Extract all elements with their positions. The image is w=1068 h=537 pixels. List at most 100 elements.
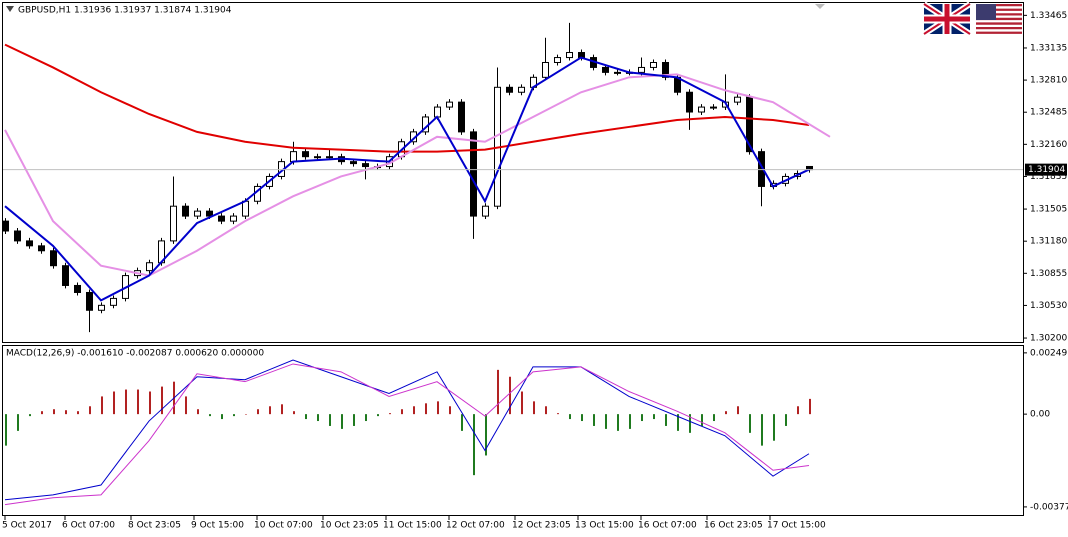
candle-body [458, 101, 465, 133]
candle-body [518, 86, 525, 93]
histogram-bar [461, 414, 463, 431]
histogram-bar [533, 401, 535, 415]
histogram-bar [581, 414, 583, 422]
x-tick-label: 17 Oct 15:00 [767, 521, 826, 531]
price-pane [2, 2, 1024, 343]
histogram-bar [17, 414, 19, 431]
x-tick-label: 16 Oct 07:00 [638, 521, 697, 531]
histogram-bar [785, 414, 787, 426]
y-tick-label: 1.31835 [1030, 172, 1067, 182]
histogram-bar [509, 376, 511, 415]
x-tick-label: 6 Oct 07:00 [62, 521, 115, 531]
y-tick-label: 1.32485 [1030, 108, 1067, 118]
histogram-bar [737, 406, 739, 415]
candle-body [110, 297, 117, 306]
histogram-bar [473, 414, 475, 476]
candle-body [638, 66, 645, 73]
candle-body [242, 200, 249, 217]
histogram-bar [617, 414, 619, 431]
y-tick-label: 1.30200 [1030, 334, 1067, 344]
histogram-bar [281, 404, 283, 415]
histogram-bar [65, 410, 67, 415]
candle-body [194, 210, 201, 217]
candle-body [614, 71, 621, 74]
histogram-bar [569, 414, 571, 420]
histogram-bar [701, 414, 703, 426]
candle-body [38, 245, 45, 252]
us-flag [976, 4, 1022, 34]
candle-body [50, 250, 57, 267]
histogram-bar [389, 413, 391, 415]
histogram-bar [365, 414, 367, 422]
candle-body [74, 284, 81, 293]
histogram-bar [209, 414, 211, 417]
histogram-bar [293, 411, 295, 415]
histogram-bar [197, 409, 199, 415]
histogram-bar [593, 414, 595, 426]
candle-body [302, 151, 309, 158]
x-tick-label: 5 Oct 2017 [2, 521, 52, 531]
x-tick-label: 10 Oct 23:05 [320, 521, 379, 531]
histogram-bar [665, 414, 667, 426]
candle-body [734, 96, 741, 103]
candle-body [446, 101, 453, 108]
last-price-box [1025, 163, 1067, 176]
indicator-line [4, 73, 831, 277]
shift-marker [815, 4, 825, 9]
histogram-bar [449, 406, 451, 415]
x-tick-label: 8 Oct 23:05 [128, 521, 181, 531]
histogram-bar [629, 414, 631, 429]
symbol-icon [6, 6, 14, 12]
histogram-bar [329, 414, 331, 426]
histogram-bar [521, 391, 523, 415]
histogram-bar [341, 414, 343, 429]
candle-body [542, 61, 549, 78]
y-tick-label: 1.31180 [1030, 237, 1067, 247]
candle-body [758, 151, 765, 187]
x-tick-label: 13 Oct 15:00 [575, 521, 634, 531]
histogram-bar [113, 391, 115, 415]
y-tick-label: 1.31505 [1030, 205, 1067, 215]
candle-body [602, 66, 609, 73]
histogram-bar [245, 414, 247, 415]
indicator-line [4, 363, 810, 506]
histogram-bar [425, 403, 427, 415]
candle-body [26, 240, 33, 247]
histogram-bar [185, 396, 187, 415]
y-tick-label: -0.003771 [1030, 502, 1068, 512]
candle-body [14, 230, 21, 242]
y-tick-label: 1.33465 [1030, 11, 1067, 21]
candle-body [686, 91, 693, 113]
histogram-bar [605, 414, 607, 429]
x-tick-label: 10 Oct 07:00 [254, 521, 313, 531]
candle-body [662, 61, 669, 78]
y-tick-label: 1.33135 [1030, 43, 1067, 53]
candle-body [350, 161, 357, 165]
histogram-bar [377, 414, 379, 417]
y-tick-label: 1.32160 [1030, 140, 1067, 150]
candle-body [710, 106, 717, 109]
y-tick-label: 1.30855 [1030, 269, 1067, 279]
histogram-bar [353, 414, 355, 426]
y-tick-label: 0.00 [1030, 410, 1050, 420]
histogram-bar [77, 411, 79, 415]
y-tick-label: 0.002491 [1030, 348, 1068, 358]
candle-body [314, 156, 321, 159]
candle-body [230, 215, 237, 222]
histogram-bar [413, 406, 415, 415]
histogram-bar [797, 406, 799, 415]
histogram-bar [641, 414, 643, 422]
histogram-bar [137, 389, 139, 415]
candle-body [566, 52, 573, 59]
candle-body [62, 265, 69, 286]
histogram-bar [41, 411, 43, 415]
uk-flag [922, 1, 972, 37]
candle-body [506, 86, 513, 93]
histogram-bar [773, 414, 775, 441]
histogram-bar [557, 413, 559, 415]
candle-body [470, 131, 477, 217]
histogram-bar [677, 414, 679, 431]
indicator-line [4, 359, 810, 501]
candle-body [434, 106, 441, 118]
x-tick-label: 9 Oct 15:00 [191, 521, 244, 531]
